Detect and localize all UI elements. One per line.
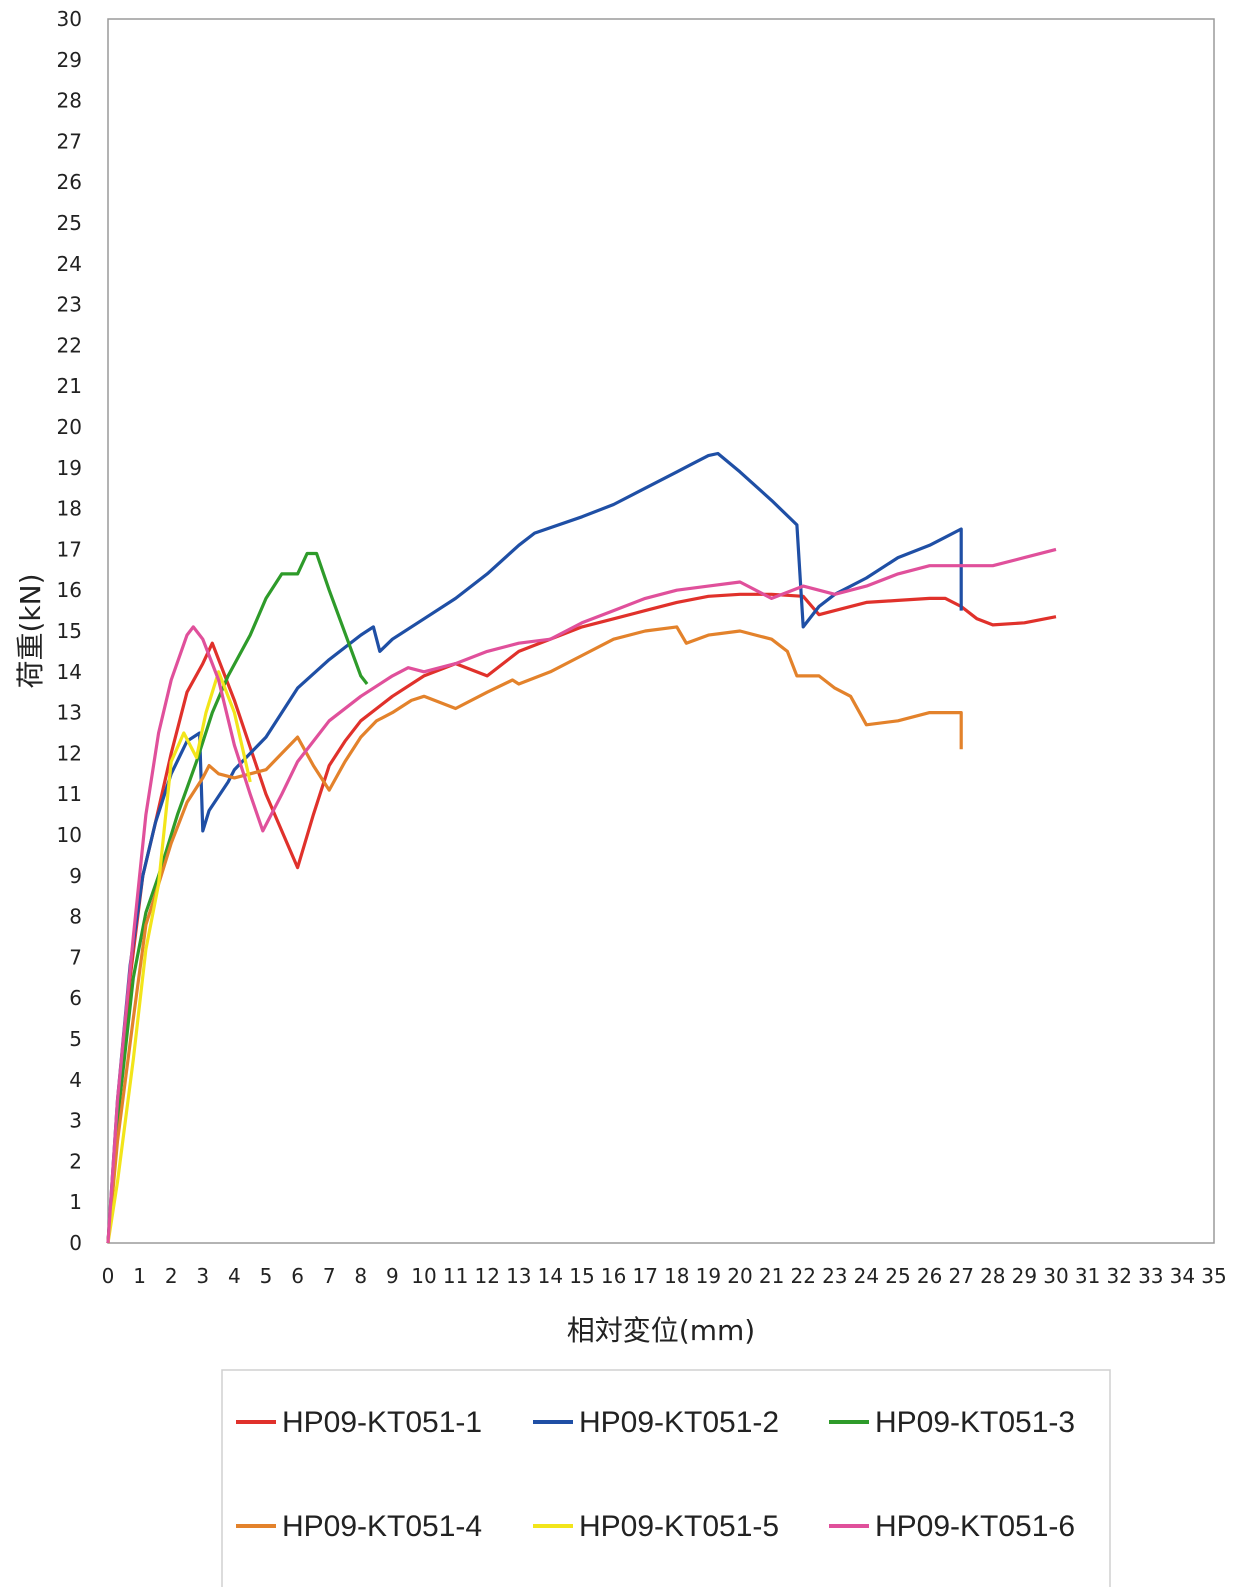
x-tick-label: 3 <box>196 1264 209 1288</box>
y-axis-ticks: 0123456789101112131415161718192021222324… <box>57 7 82 1255</box>
y-tick-label: 30 <box>57 7 82 31</box>
x-tick-label: 30 <box>1043 1264 1068 1288</box>
legend: HP09-KT051-1 HP09-KT051-2 HP09-KT051-3 HP09… <box>221 1369 1111 1587</box>
y-tick-label: 5 <box>69 1027 82 1051</box>
x-tick-label: 34 <box>1170 1264 1195 1288</box>
x-tick-label: 0 <box>102 1264 115 1288</box>
x-tick-label: 22 <box>790 1264 815 1288</box>
x-axis-ticks: 0 1 2 3 4 5 6 7 8 9 10 11 12 13 14 15 16 17 18 19 20 21 22 23 24… <box>102 1264 1227 1288</box>
y-tick-label: 4 <box>69 1068 82 1092</box>
y-tick-label: 20 <box>57 415 82 439</box>
y-axis-title: 荷重(kN) <box>14 573 47 688</box>
x-tick-label: 26 <box>917 1264 942 1288</box>
series-line-1 <box>106 592 1057 1244</box>
x-tick-label: 23 <box>822 1264 847 1288</box>
y-tick-label: 23 <box>57 293 82 317</box>
x-tick-label: 15 <box>569 1264 594 1288</box>
y-tick-label: 27 <box>57 129 82 153</box>
x-tick-label: 6 <box>291 1264 304 1288</box>
x-tick-label: 27 <box>948 1264 973 1288</box>
x-tick-label: 25 <box>885 1264 910 1288</box>
y-tick-label: 29 <box>57 48 82 72</box>
legend-box <box>221 1369 1111 1587</box>
x-tick-label: 18 <box>664 1264 689 1288</box>
x-tick-label: 5 <box>260 1264 273 1288</box>
y-tick-label: 25 <box>57 211 82 235</box>
x-tick-label: 20 <box>727 1264 752 1288</box>
x-tick-label: 29 <box>1012 1264 1037 1288</box>
x-tick-label: 32 <box>1106 1264 1131 1288</box>
y-tick-label: 13 <box>57 701 82 725</box>
y-tick-label: 0 <box>69 1231 82 1255</box>
series-line-3 <box>106 551 369 1244</box>
y-tick-label: 22 <box>57 333 82 357</box>
y-tick-label: 6 <box>69 986 82 1010</box>
x-tick-label: 14 <box>538 1264 563 1288</box>
y-tick-label: 2 <box>69 1149 82 1173</box>
y-tick-label: 17 <box>57 537 82 561</box>
series-lines <box>106 451 1057 1244</box>
y-tick-label: 16 <box>57 578 82 602</box>
y-tick-label: 10 <box>57 823 82 847</box>
x-tick-label: 24 <box>854 1264 879 1288</box>
series-line-6 <box>106 547 1057 1244</box>
y-tick-label: 21 <box>57 374 82 398</box>
x-tick-label: 8 <box>354 1264 367 1288</box>
x-tick-label: 1 <box>133 1264 146 1288</box>
legend-label: HP09-KT051-6 <box>875 1510 1075 1543</box>
x-axis-title: 相対変位(mm) <box>567 1314 755 1347</box>
x-tick-label: 13 <box>506 1264 531 1288</box>
x-tick-label: 31 <box>1075 1264 1100 1288</box>
x-tick-label: 17 <box>632 1264 657 1288</box>
y-tick-label: 15 <box>57 619 82 643</box>
y-tick-label: 7 <box>69 945 82 969</box>
series-line-5 <box>106 670 252 1244</box>
x-tick-label: 2 <box>165 1264 178 1288</box>
x-tick-label: 4 <box>228 1264 241 1288</box>
plot-area <box>107 18 1215 1244</box>
series-line-2 <box>106 451 963 1244</box>
x-tick-label: 21 <box>759 1264 784 1288</box>
legend-label: HP09-KT051-3 <box>875 1406 1075 1439</box>
y-tick-label: 19 <box>57 456 82 480</box>
legend-label: HP09-KT051-5 <box>579 1510 779 1543</box>
legend-label: HP09-KT051-2 <box>579 1406 779 1439</box>
legend-label: HP09-KT051-1 <box>282 1406 482 1439</box>
y-tick-label: 1 <box>69 1190 82 1214</box>
y-tick-label: 8 <box>69 905 82 929</box>
x-tick-label: 33 <box>1138 1264 1163 1288</box>
series-line-4 <box>106 625 963 1244</box>
x-tick-label: 19 <box>696 1264 721 1288</box>
x-tick-label: 11 <box>443 1264 468 1288</box>
y-tick-label: 26 <box>57 170 82 194</box>
y-tick-label: 11 <box>57 782 82 806</box>
y-tick-label: 12 <box>57 741 82 765</box>
legend-label: HP09-KT051-4 <box>282 1510 482 1543</box>
y-tick-label: 14 <box>57 660 82 684</box>
y-tick-label: 9 <box>69 864 82 888</box>
y-tick-label: 3 <box>69 1109 82 1133</box>
x-tick-label: 7 <box>323 1264 336 1288</box>
y-tick-label: 28 <box>57 89 82 113</box>
y-tick-label: 18 <box>57 497 82 521</box>
x-tick-label: 16 <box>601 1264 626 1288</box>
x-tick-label: 10 <box>411 1264 436 1288</box>
y-tick-label: 24 <box>57 252 82 276</box>
x-tick-label: 35 <box>1201 1264 1226 1288</box>
x-tick-label: 12 <box>474 1264 499 1288</box>
x-tick-label: 9 <box>386 1264 399 1288</box>
x-tick-label: 28 <box>980 1264 1005 1288</box>
